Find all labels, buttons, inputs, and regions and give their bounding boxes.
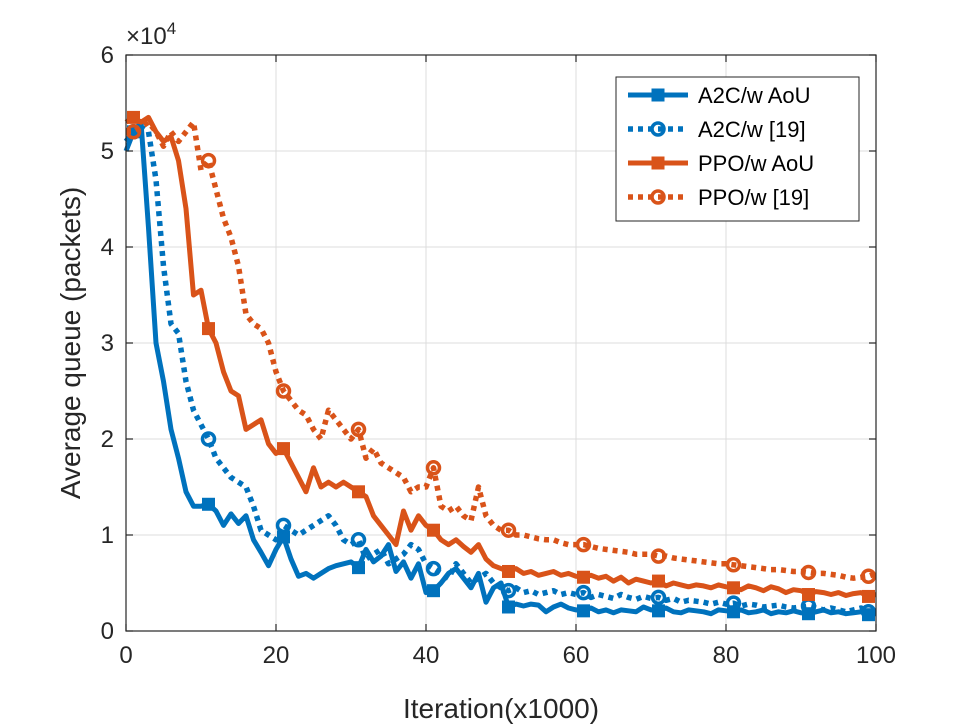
series-line [124, 114, 877, 599]
legend-entry: A2C/w [19] [628, 117, 806, 142]
x-tick-label: 80 [713, 642, 740, 669]
data-point [275, 517, 292, 534]
data-point [575, 584, 592, 601]
data-point [650, 589, 667, 606]
y-tick-label: 4 [101, 234, 114, 261]
data-point [577, 570, 590, 584]
data-point [860, 568, 877, 585]
legend-entry: PPO/w [19] [628, 185, 809, 210]
legend-marker [650, 121, 666, 137]
x-axis-label: Iteration(x1000) [403, 693, 599, 724]
legend-label: A2C/w [19] [698, 117, 806, 142]
legend-entry: A2C/w AoU [628, 83, 811, 108]
y-tick-label: 2 [101, 426, 114, 453]
data-point [652, 604, 665, 618]
y-tick-label: 6 [101, 42, 114, 69]
data-point [352, 561, 365, 575]
y-tick-label: 1 [101, 522, 114, 549]
legend-label: PPO/w AoU [698, 151, 814, 176]
data-point [725, 595, 742, 611]
x-tick-label: 60 [563, 642, 590, 669]
data-point [650, 548, 667, 564]
data-point [202, 322, 215, 336]
data-point [862, 589, 875, 603]
series-line [123, 124, 877, 615]
data-point [652, 574, 665, 588]
data-point [500, 522, 517, 538]
x-tick-label: 100 [856, 642, 896, 669]
x-tick-label: 40 [413, 642, 440, 669]
series-1 [123, 124, 877, 620]
data-point [202, 497, 215, 511]
legend-label: A2C/w AoU [698, 83, 811, 108]
y-tick-label: 5 [101, 138, 114, 165]
y-tick-label: 0 [101, 618, 114, 645]
series-2 [124, 110, 877, 603]
tick-labels: 0 20 40 60 80 100 0 1 2 3 4 5 6 [101, 42, 896, 669]
data-point [200, 431, 217, 447]
series-line [123, 119, 877, 618]
data-point [352, 485, 365, 499]
x-tick-label: 0 [119, 642, 132, 669]
legend-marker [650, 189, 666, 205]
data-point [425, 560, 442, 577]
legend-entry: PPO/w AoU [628, 151, 814, 176]
legend: A2C/w AoU A2C/w [19] PPO/w AoU PPO/w [19] [615, 76, 860, 222]
data-point [425, 460, 442, 476]
series-3 [125, 119, 877, 585]
data-point [860, 604, 877, 620]
data-point [125, 124, 142, 140]
y-tick-label: 3 [101, 330, 114, 357]
data-point [350, 421, 367, 438]
data-point [502, 564, 515, 578]
data-point [500, 582, 517, 599]
series-line [126, 119, 877, 581]
data-point [427, 584, 440, 598]
series-layer [123, 110, 877, 622]
data-point [577, 604, 590, 618]
data-point [802, 588, 815, 602]
data-point [277, 442, 290, 456]
legend-marker [651, 156, 665, 170]
data-point [727, 581, 740, 595]
data-point [575, 536, 592, 553]
x-tick-label: 20 [263, 642, 290, 669]
y-axis-label: Average queue (packets) [55, 187, 86, 499]
y-multiplier-label: ×104 [126, 19, 176, 50]
y-multiplier-exponent: 4 [167, 19, 176, 38]
data-point [725, 557, 742, 573]
data-point [127, 110, 140, 124]
legend-label: PPO/w [19] [698, 185, 809, 210]
data-point [350, 532, 367, 548]
data-point [502, 600, 515, 614]
data-point [427, 523, 440, 537]
data-point [200, 152, 217, 169]
data-point [800, 564, 817, 581]
data-point [275, 383, 292, 399]
ticks [125, 54, 877, 632]
legend-marker [651, 88, 665, 102]
